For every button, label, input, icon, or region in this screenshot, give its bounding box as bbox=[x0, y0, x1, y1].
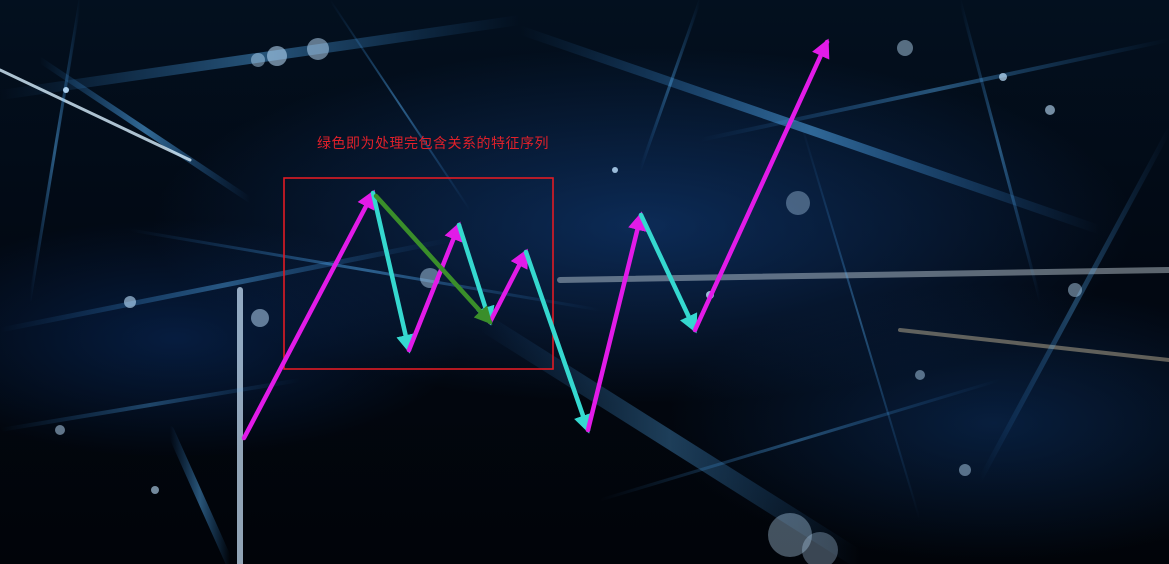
up-stroke-3 bbox=[487, 248, 529, 325]
highlight-box bbox=[283, 177, 554, 370]
up-stroke-2 bbox=[406, 221, 463, 353]
down-stroke-3 bbox=[523, 249, 592, 434]
feature-sequence-line bbox=[373, 193, 493, 325]
up-stroke-4 bbox=[585, 211, 647, 433]
up-stroke-1 bbox=[241, 189, 376, 441]
down-stroke-4 bbox=[638, 212, 698, 334]
up-stroke-5 bbox=[692, 38, 830, 333]
caption-text: 绿色即为处理完包含关系的特征序列 bbox=[317, 136, 549, 152]
down-stroke-1 bbox=[370, 190, 415, 354]
